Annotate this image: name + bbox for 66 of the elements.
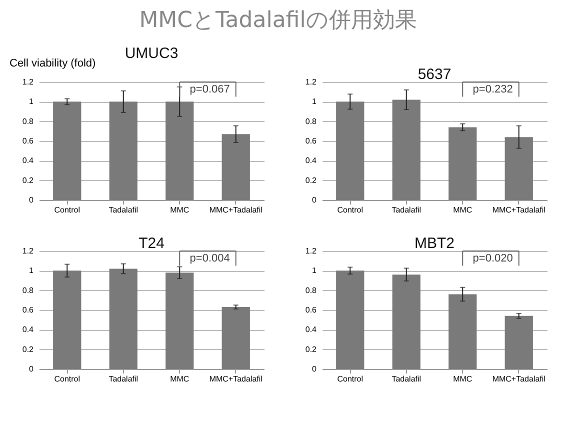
y-tick-label: 1 [312,97,318,106]
chart-title: 5637 [418,66,452,83]
y-tick-label: 0.8 [22,286,34,295]
y-tick-label: 0.6 [305,306,318,314]
bar [448,127,477,200]
y-tick-label: 0.6 [22,306,34,314]
y-tick-label: 1 [29,97,34,106]
y-tick-label: 0.4 [22,156,34,166]
x-tick-label: MMC+Tadalafil [209,206,263,214]
x-tick-label: MMC [453,206,472,214]
y-tick-label: 0.4 [305,156,318,166]
y-tick-label: 1.2 [22,246,34,256]
y-tick-label: 0.4 [22,325,34,334]
bar [392,274,420,369]
y-tick-label: 0.6 [22,136,34,146]
y-tick-label: 0 [29,364,34,374]
y-tick-label: 0.8 [22,116,34,126]
bar [448,294,477,369]
x-tick-label: MMC+Tadalafil [209,374,263,384]
bar [109,268,138,369]
chart-title: UMUC3 [124,45,178,62]
x-tick-label: MMC [170,374,190,384]
y-tick-label: 1.2 [305,78,318,86]
y-tick-label: 0.2 [22,176,34,185]
y-tick-label: 0.4 [305,325,318,334]
y-tick-label: 0 [312,364,318,374]
y-tick-label: 0.2 [22,344,34,354]
y-tick-label: 1 [29,266,34,276]
x-tick-label: Control [337,206,364,214]
y-tick-label: 0.2 [305,176,318,185]
x-tick-label: MMC [453,374,472,384]
bar [53,270,82,369]
y-tick-label: 1.2 [305,246,318,256]
y-tick-label: 0.8 [305,116,318,126]
bar [222,307,250,369]
y-axis-title: Cell viability (fold) [10,58,96,70]
bar [504,316,533,369]
x-tick-label: MMC+Tadalafil [492,206,546,214]
annotation: p=0.067 [190,83,230,96]
bar [336,102,364,200]
bar [392,100,420,200]
x-tick-label: MMC [170,206,190,214]
y-tick-label: 0.2 [305,344,318,354]
bar [504,137,533,200]
x-tick-label: Control [337,374,364,384]
chart-title: MBT2 [414,235,455,252]
y-tick-label: 0 [312,196,318,204]
x-tick-label: Tadalafil [392,206,422,214]
x-tick-label: Tadalafil [108,206,138,214]
annotation: p=0.232 [472,83,513,96]
chart-title: T24 [138,235,164,252]
y-tick-label: 0 [29,196,34,204]
y-tick-label: 0.8 [305,286,318,295]
x-tick-label: Tadalafil [108,374,138,384]
x-tick-label: Control [54,374,80,384]
y-tick-label: 1.2 [22,78,34,86]
annotation: p=0.004 [190,252,230,264]
bar [166,272,194,369]
text: MMCとTadalafilの併用効果 [139,8,417,33]
x-tick-label: Tadalafil [392,374,422,384]
annotation: p=0.020 [472,252,513,264]
y-tick-label: 1 [312,266,318,276]
y-tick-label: 0.6 [305,136,318,146]
x-tick-label: MMC+Tadalafil [492,374,546,384]
x-tick-label: Control [54,206,80,214]
bar [336,270,364,369]
